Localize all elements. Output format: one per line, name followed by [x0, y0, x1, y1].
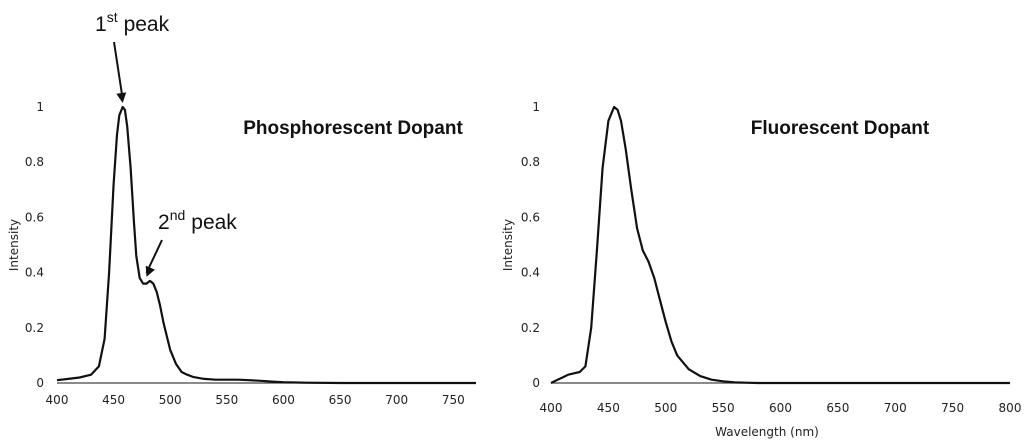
peak-annotation: 1st peak	[95, 9, 170, 103]
y-tick-label: 0.6	[25, 210, 44, 224]
y-tick-label: 0.6	[521, 210, 540, 224]
y-tick-label: 0.2	[521, 321, 540, 335]
x-tick-label: 700	[884, 401, 907, 415]
peak-label: 2nd peak	[158, 207, 237, 234]
x-tick-label: 400	[540, 401, 563, 415]
peak-suffix: nd	[170, 207, 186, 223]
y-tick-label: 0.8	[25, 155, 44, 169]
peak-number: 1	[95, 13, 107, 36]
fluorescent-spectrum-curve	[550, 105, 1010, 385]
y-tick-label: 0.8	[521, 155, 540, 169]
x-tick-label: 800	[999, 401, 1022, 415]
x-tick-label: 450	[102, 393, 125, 407]
peak-suffix: st	[107, 9, 118, 25]
x-axis-title: Wavelength (nm)	[715, 425, 819, 439]
phosphorescent-spectrum-curve	[56, 105, 476, 385]
x-tick-label: 600	[272, 393, 295, 407]
y-tick-label: 0	[36, 376, 44, 390]
peak-label: 1st peak	[95, 9, 170, 36]
phosphorescent-chart: Phosphorescent Dopant Intensity 400 450 50…	[7, 9, 476, 407]
peak-arrowhead	[116, 92, 127, 103]
chart-title: Fluorescent Dopant	[751, 118, 930, 139]
x-tick-label: 750	[941, 401, 964, 415]
x-tick-label: 650	[329, 393, 352, 407]
y-axis-title: Intensity	[7, 219, 21, 271]
peak-arrow	[113, 41, 124, 100]
x-tick-label: 550	[712, 401, 735, 415]
x-tick-label: 750	[442, 393, 465, 407]
y-tick-labels: 0 0.2 0.4 0.6 0.8 1	[521, 100, 540, 390]
x-tick-label: 550	[215, 393, 238, 407]
x-tick-label: 500	[654, 401, 677, 415]
y-tick-labels: 0 0.2 0.4 0.6 0.8 1	[25, 100, 44, 390]
y-tick-label: 1	[532, 100, 540, 114]
peak-word: peak	[124, 13, 170, 36]
y-tick-label: 0.4	[521, 266, 540, 280]
x-tick-label: 600	[769, 401, 792, 415]
y-axis-title: Intensity	[501, 219, 515, 271]
peak-word: peak	[191, 211, 237, 234]
x-tick-label: 500	[159, 393, 182, 407]
x-tick-label: 450	[597, 401, 620, 415]
y-tick-label: 0	[532, 376, 540, 390]
peak-annotation: 2nd peak	[145, 207, 237, 277]
x-tick-label: 650	[826, 401, 849, 415]
x-tick-labels: 400 450 500 550 600 650 700 750	[46, 393, 465, 407]
x-tick-label: 700	[385, 393, 408, 407]
fluorescent-chart: Fluorescent Dopant Intensity Wavelength …	[501, 100, 1021, 439]
x-tick-label: 400	[46, 393, 69, 407]
peak-arrowhead	[145, 265, 155, 277]
chart-title: Phosphorescent Dopant	[243, 118, 463, 139]
y-tick-label: 0.4	[25, 266, 44, 280]
y-tick-label: 0.2	[25, 321, 44, 335]
peak-number: 2	[158, 211, 170, 234]
y-tick-label: 1	[36, 100, 44, 114]
x-tick-labels: 400 450 500 550 600 650 700 750 800	[540, 401, 1022, 415]
